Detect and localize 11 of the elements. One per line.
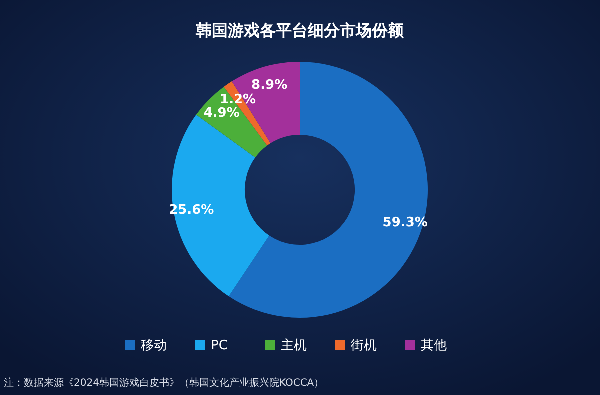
text: 注：数据来源《2024韩国游戏白皮书》（韩国文化产业振兴院KOCCA） <box>4 377 324 389</box>
data-label: 1.2% <box>220 92 256 108</box>
legend-label: 其他 <box>421 338 447 354</box>
data-label: 8.9% <box>252 78 288 93</box>
data-label: 59.3% <box>382 215 428 230</box>
legend-label: 街机 <box>351 338 377 354</box>
legend-label: PC <box>211 338 228 354</box>
legend-label: 主机 <box>281 338 307 354</box>
data-label: 4.9% <box>204 106 240 122</box>
chart-title: 韩国游戏各平台细分市场份额 <box>195 21 405 40</box>
legend-label: 移动 <box>141 338 167 354</box>
